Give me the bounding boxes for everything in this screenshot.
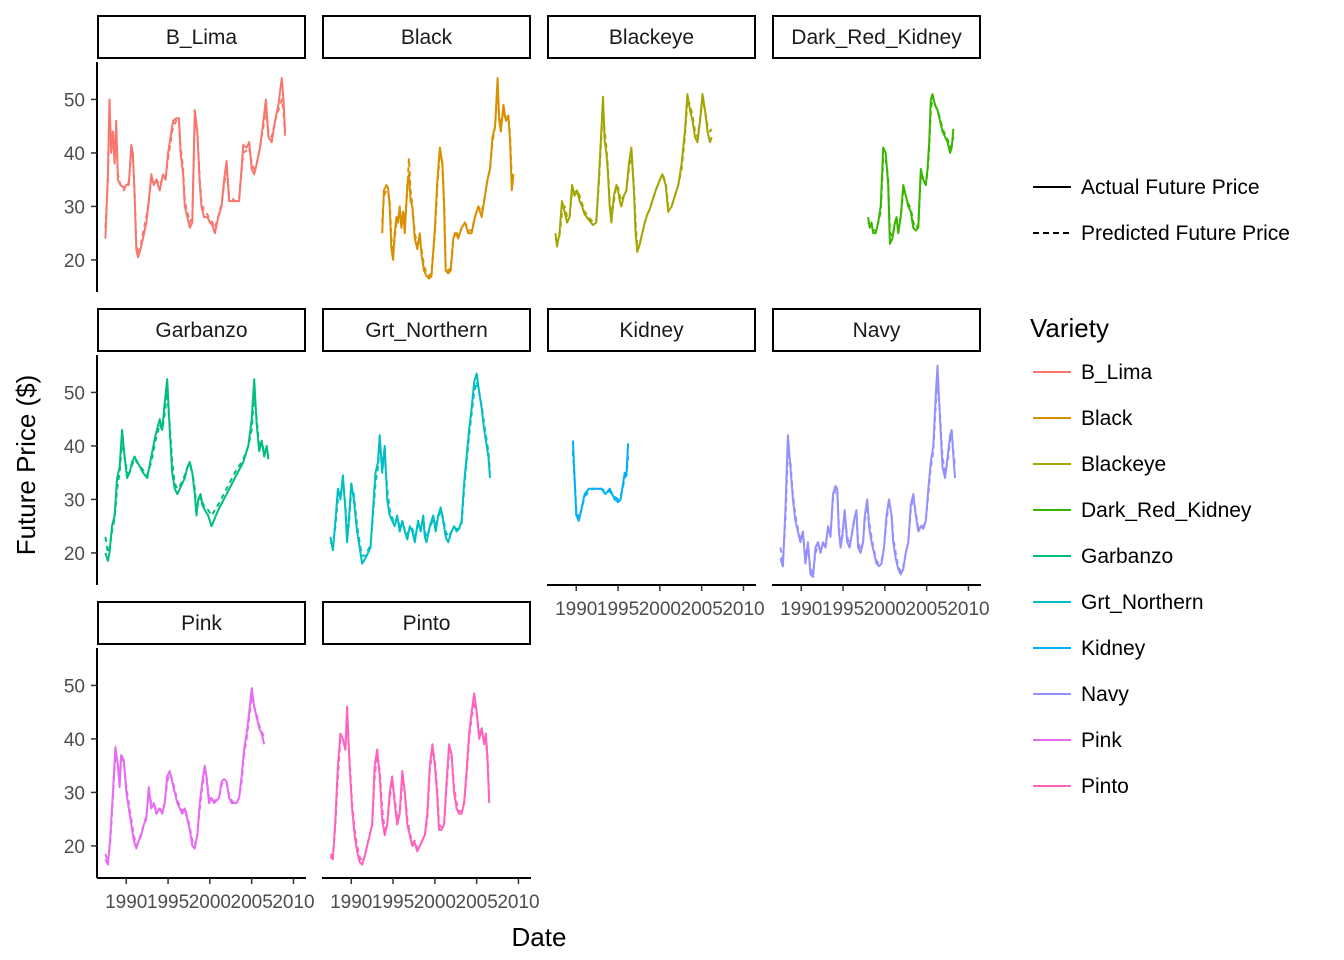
strip [322,308,531,352]
x-tick-label: 2000 [414,892,456,913]
x-tick-label: 2000 [864,599,906,620]
legend-label-navy: Navy [1081,683,1129,706]
strip-label: Grt_Northern [365,319,488,342]
strip-label: Blackeye [609,26,694,49]
legend-color-title: Variety [1030,313,1109,343]
x-tick-label: 1990 [555,599,597,620]
legend-label-dark-red-kidney: Dark_Red_Kidney [1081,499,1252,522]
legend-label-b-lima: B_Lima [1081,361,1153,384]
x-tick-label: 1995 [822,599,864,620]
x-tick-label: 2010 [722,599,764,620]
legend-label-pinto: Pinto [1081,775,1129,798]
legend-label-predicted: Predicted Future Price [1081,222,1290,245]
strip [772,308,981,352]
panel-blackeye: Blackeye [547,15,756,253]
x-tick-label: 2010 [947,599,989,620]
x-tick-label: 1990 [105,892,147,913]
x-tick-label: 2005 [456,892,498,913]
series-actual-line [329,372,491,565]
legend-label-grt-northern: Grt_Northern [1081,591,1204,614]
panel-garbanzo: Garbanzo 20 30 40 50 [64,308,306,585]
series-actual-line [554,93,713,253]
strip-label: Garbanzo [155,319,247,342]
y-tick-label: 50 [64,90,85,111]
series-actual-line [104,687,266,866]
panel-dark-red-kidney: Dark_Red_Kidney [772,15,981,245]
y-tick-label: 30 [64,197,85,218]
panel-b-lima: B_Lima 20 30 40 50 [64,15,306,292]
legend-label-pink: Pink [1081,729,1122,752]
x-tick-label: 1995 [147,892,189,913]
panel-kidney: Kidney 1990 1995 2000 2005 2010 [547,308,765,620]
strip [97,601,306,645]
x-tick-label: 2000 [189,892,231,913]
legend: Actual Future Price Predicted Future Pri… [1030,176,1290,798]
y-tick-label: 20 [64,837,85,858]
series-actual-line [104,77,287,259]
y-tick-label: 20 [64,251,85,272]
y-tick-label: 20 [64,544,85,565]
y-tick-label: 40 [64,730,85,751]
strip [97,15,306,59]
legend-label-kidney: Kidney [1081,637,1146,660]
x-tick-label: 1990 [780,599,822,620]
series-predicted-line [779,380,957,576]
y-tick-label: 30 [64,490,85,511]
legend-label-actual: Actual Future Price [1081,176,1260,199]
strip [547,15,756,59]
strip [322,15,531,59]
x-tick-label: 2010 [272,892,314,913]
legend-label-blackeye: Blackeye [1081,453,1166,476]
panel-grt-northern: Grt_Northern [322,308,531,565]
y-axis-title: Future Price ($) [11,375,41,556]
panels-layer: B_Lima 20 30 40 50 Black Blackeye Dark_Red_Kidn… [64,15,990,913]
legend-label-garbanzo: Garbanzo [1081,545,1173,568]
strip-label: Kidney [619,319,684,342]
panel-pinto: Pinto 1990 1995 2000 2005 2010 [322,601,540,913]
series-actual-line [571,440,630,522]
legend-linetype: Actual Future Price Predicted Future Pri… [1033,176,1290,245]
x-tick-label: 1995 [372,892,414,913]
panel-black: Black [322,15,531,280]
x-tick-label: 2000 [639,599,681,620]
x-tick-label: 2010 [497,892,539,913]
series-actual-line [381,77,515,280]
y-tick-label: 30 [64,783,85,804]
x-axis-title: Date [512,922,567,952]
strip-label: Black [401,26,453,49]
y-tick-label: 50 [64,676,85,697]
panel-navy: Navy 1990 1995 2000 2005 2010 [772,308,990,620]
x-tick-label: 2005 [681,599,723,620]
series-actual-line [329,692,491,866]
y-tick-label: 50 [64,383,85,404]
strip [772,15,981,59]
strip [547,308,756,352]
y-tick-label: 40 [64,144,85,165]
x-tick-label: 2005 [231,892,273,913]
strip-label: Pinto [403,612,451,635]
strip [97,308,306,352]
legend-label-black: Black [1081,407,1133,430]
x-tick-label: 1995 [597,599,639,620]
strip-label: Pink [181,612,222,635]
panel-pink: Pink 20 30 40 50 1990 1995 2000 2005 2010 [64,601,315,913]
x-tick-label: 2005 [906,599,948,620]
x-tick-label: 1990 [330,892,372,913]
series-actual-line [104,378,270,562]
strip-label: Navy [853,319,901,342]
series-predicted-line [381,87,515,277]
series-actual-line [779,364,957,578]
strip-label: B_Lima [166,26,238,49]
series-actual-line [867,93,955,245]
y-tick-label: 40 [64,437,85,458]
strip-label: Dark_Red_Kidney [791,26,962,49]
strip [322,601,531,645]
legend-color: B_Lima Black Blackeye Dark_Red_Kidney Garban… [1033,361,1252,798]
